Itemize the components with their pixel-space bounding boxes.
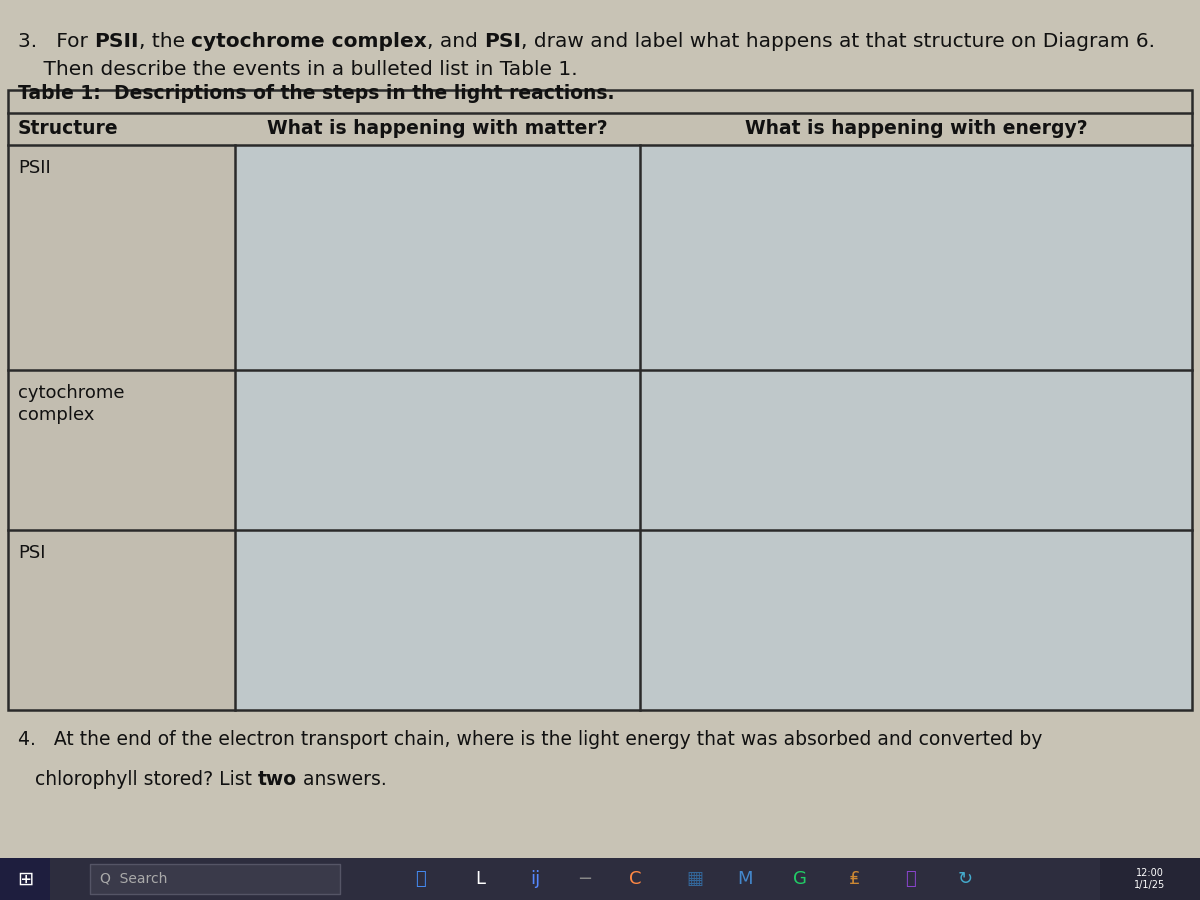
Bar	[235, 370, 640, 530]
Bar	[640, 530, 1192, 710]
Bar	[90, 864, 340, 894]
Text: G: G	[793, 870, 806, 888]
Text: 3.   For: 3. For	[18, 32, 95, 51]
Bar	[8, 370, 235, 530]
Text: , and: , and	[427, 32, 485, 51]
Text: What is happening with matter?: What is happening with matter?	[268, 120, 608, 139]
Text: ⊞: ⊞	[17, 869, 34, 888]
Text: cytochrome complex: cytochrome complex	[191, 32, 427, 51]
Text: answers.: answers.	[298, 770, 386, 789]
Text: 12:00
1/1/25: 12:00 1/1/25	[1134, 868, 1165, 890]
Text: two: two	[258, 770, 298, 789]
Text: 🌐: 🌐	[415, 870, 425, 888]
Text: C: C	[629, 870, 641, 888]
Bar	[0, 858, 1200, 900]
Text: 📷: 📷	[905, 870, 916, 888]
Text: L: L	[475, 870, 485, 888]
Text: −: −	[577, 870, 593, 888]
Bar	[8, 113, 1192, 145]
Text: PSII: PSII	[95, 32, 139, 51]
Text: M: M	[737, 870, 752, 888]
Bar	[8, 530, 235, 710]
Bar	[8, 90, 1192, 710]
Bar	[640, 145, 1192, 370]
Bar	[235, 145, 640, 370]
Text: Structure: Structure	[18, 120, 119, 139]
Text: , the: , the	[139, 32, 191, 51]
Text: Table 1:: Table 1:	[18, 84, 114, 103]
Text: chlorophyll stored? List: chlorophyll stored? List	[35, 770, 258, 789]
Text: ₤: ₤	[850, 870, 860, 888]
Text: 4.   At the end of the electron transport chain, where is the light energy that : 4. At the end of the electron transport …	[18, 730, 1043, 749]
Text: , draw and label what happens at that structure on Diagram 6.: , draw and label what happens at that st…	[521, 32, 1156, 51]
Bar	[235, 530, 640, 710]
Text: PSI: PSI	[485, 32, 521, 51]
Text: Then describe the events in a bulleted list in Table 1.: Then describe the events in a bulleted l…	[18, 60, 577, 79]
Bar	[0, 858, 50, 900]
Bar	[8, 145, 235, 370]
Text: ij: ij	[530, 870, 540, 888]
Text: PSI: PSI	[18, 544, 46, 562]
Text: cytochrome
complex: cytochrome complex	[18, 384, 125, 424]
Text: Descriptions of the steps in the light reactions.: Descriptions of the steps in the light r…	[114, 84, 614, 103]
Text: Q  Search: Q Search	[100, 872, 167, 886]
Bar	[0, 858, 1200, 900]
Text: ↻: ↻	[958, 870, 972, 888]
Text: ▦: ▦	[686, 870, 703, 888]
Bar	[8, 90, 1192, 113]
Bar	[640, 370, 1192, 530]
Text: PSII: PSII	[18, 159, 50, 177]
Text: What is happening with energy?: What is happening with energy?	[745, 120, 1087, 139]
Bar	[1100, 858, 1200, 900]
